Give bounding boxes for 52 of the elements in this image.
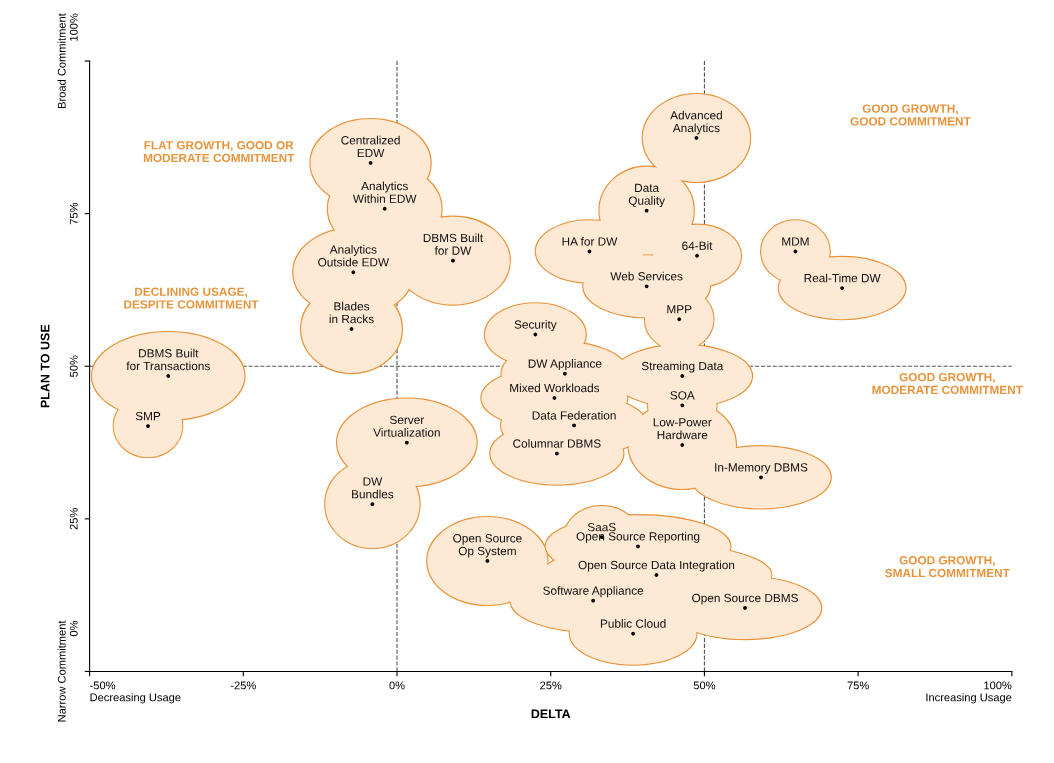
annotation: Data Quality: [628, 183, 665, 208]
annotation: DBMS Built for DW: [423, 233, 484, 255]
annotation: Open Source Data Integration: [578, 560, 735, 572]
annotation: Data Federation: [532, 410, 616, 420]
y-tick-label: 25%: [69, 508, 78, 530]
annotation: In-Memory DBMS: [715, 463, 808, 474]
annotation: DW Appliance: [528, 359, 602, 371]
x-tick-label: 0%: [389, 681, 405, 690]
x-tick-label: 75%: [847, 681, 869, 690]
annotation: Analytics Outside EDW: [318, 245, 390, 267]
x-tick-label: 50%: [693, 681, 716, 690]
annotation: FLAT GROWTH, GOOD OR MODERATE COMMITMENT: [143, 141, 295, 163]
annotation: Open Source Op System: [453, 534, 522, 558]
annotation: Software Appliance: [543, 586, 644, 598]
annotation: Advanced Analytics: [670, 110, 722, 135]
annotation: Mixed Workloads: [510, 383, 600, 393]
annotation: SOA: [670, 391, 695, 400]
annotation: Columnar DBMS: [513, 439, 601, 448]
y-tick-label: 50%: [69, 355, 78, 377]
annotation: Web Services: [610, 271, 683, 281]
annotation: SMP: [135, 411, 161, 421]
x-tick-label: 100% Increasing Usage: [926, 681, 1012, 704]
annotation: Blades in Racks: [329, 301, 374, 324]
y-tick-label: Narrow Commitment 0%: [57, 620, 78, 722]
x-tick-label: -50% Decreasing Usage: [90, 681, 181, 704]
annotation: SaaS: [587, 522, 616, 532]
annotation: Open Source Reporting: [576, 531, 700, 543]
annotation: Streaming Data: [641, 361, 724, 373]
annotation: Server Virtualization: [373, 415, 440, 437]
annotation: Public Cloud: [600, 619, 666, 628]
annotation: Low-Power Hardware: [653, 418, 712, 440]
annotation: MDM: [782, 237, 809, 246]
annotation: Centralized EDW: [341, 135, 400, 158]
annotation: GOOD GROWTH, GOOD COMMITMENT: [850, 104, 971, 126]
y-axis-title: PLAN TO USE: [40, 324, 50, 408]
annotation: Security: [514, 320, 557, 332]
annotation: HA for DW: [562, 237, 618, 246]
y-tick-label: Broad Commitment 100%: [57, 13, 78, 108]
annotation: Open Source DBMS: [692, 593, 798, 605]
annotation: DW Bundles: [352, 477, 394, 499]
x-axis-title: DELTA: [531, 709, 571, 719]
annotation: 64-Bit: [682, 241, 713, 250]
annotation: MPP: [667, 305, 692, 314]
x-tick-label: 25%: [540, 681, 562, 690]
annotation: GOOD GROWTH, MODERATE COMMITMENT: [872, 373, 1023, 395]
annotation: DECLINING USAGE, DESPITE COMMITMENT: [124, 287, 259, 309]
annotation: Real-Time DW: [804, 273, 881, 283]
annotation: GOOD GROWTH, SMALL COMMITMENT: [885, 556, 1010, 578]
annotation: Analytics Within EDW: [352, 181, 417, 203]
y-tick-label: 75%: [69, 202, 78, 225]
x-tick-label: -25%: [230, 681, 256, 690]
annotation: DBMS Built for Transactions: [126, 348, 210, 371]
